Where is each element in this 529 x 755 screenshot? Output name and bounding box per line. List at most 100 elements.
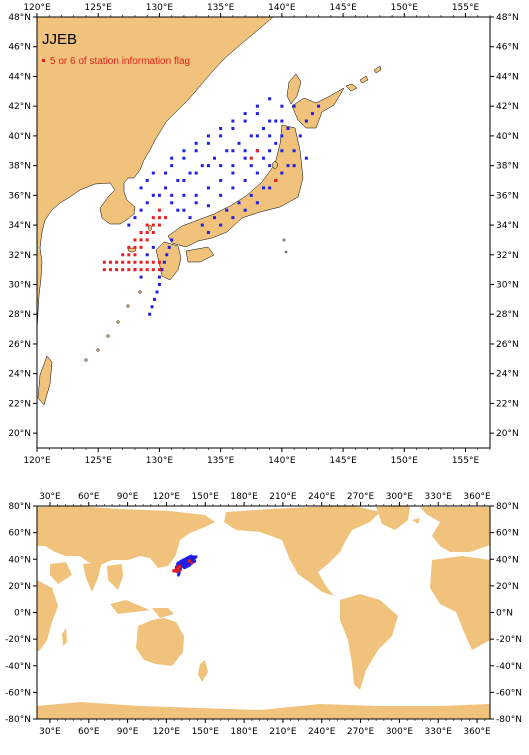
station-point (243, 208, 247, 212)
bottom-map-x-tick-label-top: 270°E (347, 492, 375, 502)
station-point (298, 134, 302, 138)
station-point (164, 171, 168, 175)
global-station-point (191, 556, 194, 560)
top-map-x-tick-label-top: 145°E (329, 3, 357, 13)
top-map-y-tick-label-right: 30°N (496, 281, 519, 291)
station-point (194, 193, 198, 197)
bottom-map-x-tick-label-top: 210°E (269, 492, 297, 502)
station-point (219, 178, 223, 182)
top-map-y-tick-label-right: 22°N (496, 399, 519, 409)
ryukyu-island (138, 290, 142, 294)
station-point (145, 178, 149, 182)
station-point (182, 149, 186, 153)
bottom-map-y-tick-label-left: 40°N (8, 555, 31, 565)
bottom-map-x-tick-label-bottom: 270°E (347, 727, 375, 737)
top-map-y-tick-label-right: 34°N (496, 221, 519, 231)
flagged-station-point (145, 268, 149, 272)
station-point (268, 119, 272, 123)
bottom-map-x-tick-label-bottom: 330°E (425, 727, 453, 737)
bottom-map-y-tick-label-left: 20°N (8, 582, 31, 592)
flagged-station-point (151, 223, 155, 227)
top-map-y-tick-label-left: 22°N (8, 399, 31, 409)
station-point (304, 156, 308, 160)
top-map-y-tick-label-left: 28°N (8, 310, 31, 320)
station-point (280, 134, 284, 138)
top-map-landmass (36, 16, 382, 406)
station-point (310, 112, 314, 116)
global-station-point (182, 558, 185, 562)
station-point (151, 245, 155, 249)
bottom-map-x-tick-label-top: 240°E (308, 492, 336, 502)
global-station-point (179, 560, 182, 563)
station-point (231, 149, 235, 153)
kuril-islands (373, 65, 382, 74)
flagged-station-point (121, 253, 125, 257)
top-map-y-tick-label-right: 24°N (496, 370, 519, 380)
flagged-station-point (108, 260, 112, 264)
antarctica-continent (37, 702, 490, 719)
west-africa-continent (430, 556, 490, 650)
flagged-station-point (249, 156, 253, 160)
ryukyu-island (84, 358, 88, 362)
global-station-point (188, 558, 191, 561)
top-map-x-tick-label-bottom: 140°E (268, 456, 296, 466)
station-point (153, 297, 157, 301)
station-point (219, 134, 223, 138)
south-america-continent (340, 594, 398, 690)
station-point (188, 216, 192, 220)
flagged-station-point (127, 253, 131, 257)
bottom-map-x-tick-label-top: 90°E (117, 492, 139, 502)
global-station-point (182, 561, 185, 564)
top-map-x-tick-label-bottom: 150°E (391, 456, 419, 466)
bottom-map-x-tick-label-top: 300°E (386, 492, 414, 502)
arabia-peninsula (50, 562, 72, 584)
bottom-map-x-tick-label-bottom: 240°E (308, 727, 336, 737)
top-map-y-tick-label-left: 42°N (8, 102, 31, 112)
station-point (176, 208, 180, 212)
bottom-map-y-tick-label-right: 40°N (496, 555, 519, 565)
station-point (268, 134, 272, 138)
hokkaido-island (291, 87, 345, 129)
flagged-station-point (139, 268, 143, 272)
bottom-map-y-tick-label-right: 20°N (496, 582, 519, 592)
flagged-station-point (133, 268, 137, 272)
izu-island (282, 238, 286, 242)
station-point (206, 134, 210, 138)
jeju-island (127, 247, 137, 253)
station-point (292, 164, 296, 168)
bottom-station-markers (172, 554, 198, 577)
station-point (145, 201, 149, 205)
asia-mainland (36, 16, 274, 331)
top-map-x-tick-label-bottom: 125°E (85, 456, 113, 466)
top-map-y-tick-label-right: 44°N (496, 72, 519, 82)
flagged-station-point (102, 260, 106, 264)
ryukyu-island (116, 320, 120, 324)
global-station-point (184, 557, 188, 560)
flagged-station-point (127, 260, 131, 264)
station-point (139, 186, 143, 190)
shikoku-island (185, 246, 215, 263)
global-station-point (187, 556, 190, 559)
station-point (194, 149, 198, 153)
station-point (255, 134, 259, 138)
top-map-x-tick-label-top: 155°E (452, 3, 480, 13)
global-flagged-station-point (188, 559, 191, 562)
top-map-y-tick-label-left: 20°N (8, 429, 31, 439)
top-map-y-tick-label-left: 32°N (8, 251, 31, 261)
flagged-station-point (108, 268, 112, 272)
flagged-station-point (145, 223, 149, 227)
legend-label: 5 or 6 of station information flag (50, 56, 190, 67)
station-point (155, 290, 159, 294)
bottom-map-frame (36, 505, 491, 720)
flagged-station-point (255, 149, 259, 153)
station-point (280, 149, 284, 153)
europe-continent (420, 507, 490, 552)
station-point (151, 193, 155, 197)
global-station-point (188, 564, 191, 567)
station-point (165, 253, 169, 257)
global-flagged-station-point (190, 562, 193, 565)
station-point (206, 204, 210, 208)
global-station-point (193, 560, 197, 563)
station-point (262, 186, 265, 190)
bottom-map-x-tick-label-bottom: 300°E (386, 727, 414, 737)
